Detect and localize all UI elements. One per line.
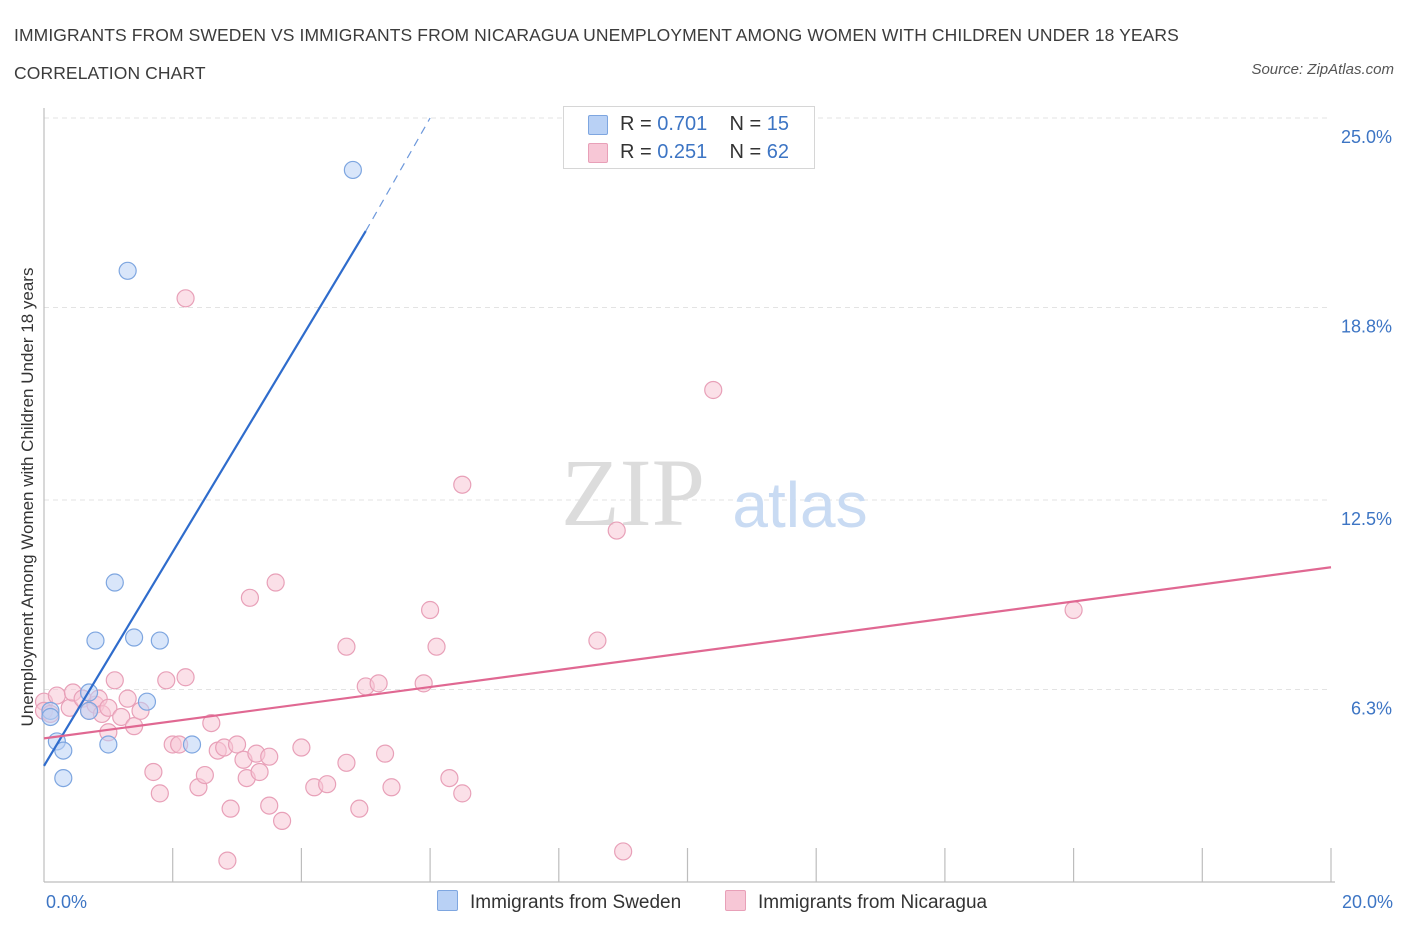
watermark-zip: ZIP (561, 439, 705, 546)
nicaragua-point (318, 775, 337, 794)
bottom-legend-nicaragua: Immigrants from Nicaragua (725, 890, 987, 914)
nicaragua-point (337, 637, 356, 656)
nicaragua-point (112, 707, 131, 727)
sweden-point (99, 735, 118, 754)
sweden-trend-line (43, 230, 367, 767)
bottom-legend-sweden: Immigrants from Sweden (437, 890, 681, 914)
nicaragua-point (47, 686, 66, 705)
nicaragua-n-value: 62 (766, 141, 790, 163)
sweden-point (124, 628, 144, 647)
nicaragua-point (105, 671, 124, 690)
nicaragua-r-value: 0.251 (657, 141, 708, 163)
nicaragua-point (704, 380, 723, 400)
watermark-atlas: atlas (732, 469, 867, 541)
sweden-point (79, 701, 99, 720)
nicaragua-point (350, 799, 369, 818)
nicaragua-point (369, 674, 388, 693)
nicaragua-point (176, 668, 195, 687)
nicaragua-point (144, 762, 163, 782)
nicaragua-point (375, 744, 395, 763)
nicaragua-point (157, 671, 176, 690)
nicaragua-point (218, 851, 237, 870)
sweden-n-label: N = (729, 113, 767, 135)
watermark: ZIP atlas (561, 439, 868, 546)
nicaragua-point (195, 765, 214, 785)
nicaragua-legend-label: Immigrants from Nicaragua (758, 892, 988, 913)
sweden-point (41, 707, 60, 727)
x-tick-label: 20.0% (1342, 892, 1393, 912)
nicaragua-swatch (588, 143, 608, 163)
nicaragua-point (266, 573, 285, 592)
axes (43, 108, 1335, 883)
sweden-point (182, 735, 202, 754)
nicaragua-point (440, 768, 459, 788)
nicaragua-n-label: N = (729, 141, 767, 163)
nicaragua-point (240, 588, 260, 607)
nicaragua-point (588, 631, 607, 650)
nicaragua-legend-swatch (725, 890, 746, 911)
y-axis-label: Unemployment Among Women with Children U… (18, 267, 37, 727)
nicaragua-point (176, 289, 195, 308)
sweden-point (54, 768, 73, 788)
nicaragua-point (427, 637, 446, 656)
nicaragua-point (250, 762, 269, 782)
sweden-point (150, 631, 169, 650)
nicaragua-point (260, 747, 279, 766)
sweden-n-value: 15 (766, 113, 790, 135)
nicaragua-point (227, 735, 247, 754)
sweden-point (137, 692, 157, 711)
y-tick-label: 6.3% (1351, 698, 1392, 718)
grid-lines (44, 117, 1331, 690)
nicaragua-trend-line (43, 566, 1332, 740)
chart-title: IMMIGRANTS FROM SWEDEN VS IMMIGRANTS FRO… (14, 25, 1179, 83)
nicaragua-point (453, 784, 472, 803)
source-label: Source: ZipAtlas.com (1251, 61, 1394, 78)
nicaragua-point (292, 738, 311, 757)
trend-lines (43, 117, 1332, 767)
nicaragua-point (421, 600, 440, 620)
nicaragua-point (1064, 600, 1083, 620)
tick-labels: 6.3% 12.5% 18.8% 25.0% 0.0% 20.0% (46, 127, 1393, 912)
nicaragua-point (337, 753, 356, 772)
sweden-r-label: R = (620, 113, 658, 135)
data-points (34, 160, 1083, 870)
nicaragua-point (272, 811, 292, 830)
nicaragua-point (118, 689, 137, 708)
y-tick-label: 18.8% (1341, 316, 1392, 336)
sweden-point (105, 573, 124, 592)
sweden-point (343, 160, 362, 180)
sweden-swatch (588, 115, 608, 135)
sweden-point (86, 631, 105, 650)
sweden-point (54, 741, 73, 760)
sweden-point (118, 261, 137, 280)
y-tick-label: 25.0% (1341, 127, 1392, 147)
nicaragua-point (202, 713, 221, 733)
y-tick-label: 12.5% (1341, 509, 1392, 529)
nicaragua-point (382, 778, 401, 797)
nicaragua-point (453, 475, 472, 494)
nicaragua-point (99, 698, 118, 717)
nicaragua-point (607, 521, 626, 540)
sweden-trend-extension (365, 117, 431, 232)
nicaragua-point (150, 784, 169, 803)
x-tick-label: 0.0% (46, 892, 87, 912)
nicaragua-point (221, 799, 240, 818)
sweden-r-value: 0.701 (657, 113, 708, 135)
nicaragua-r-label: R = (620, 141, 658, 163)
sweden-legend-label: Immigrants from Sweden (470, 892, 682, 913)
correlation-legend: R = 0.701 N = 15 R = 0.251 N = 62 (563, 106, 815, 169)
nicaragua-point (614, 842, 633, 861)
sweden-legend-swatch (437, 890, 458, 911)
nicaragua-point (260, 796, 279, 815)
